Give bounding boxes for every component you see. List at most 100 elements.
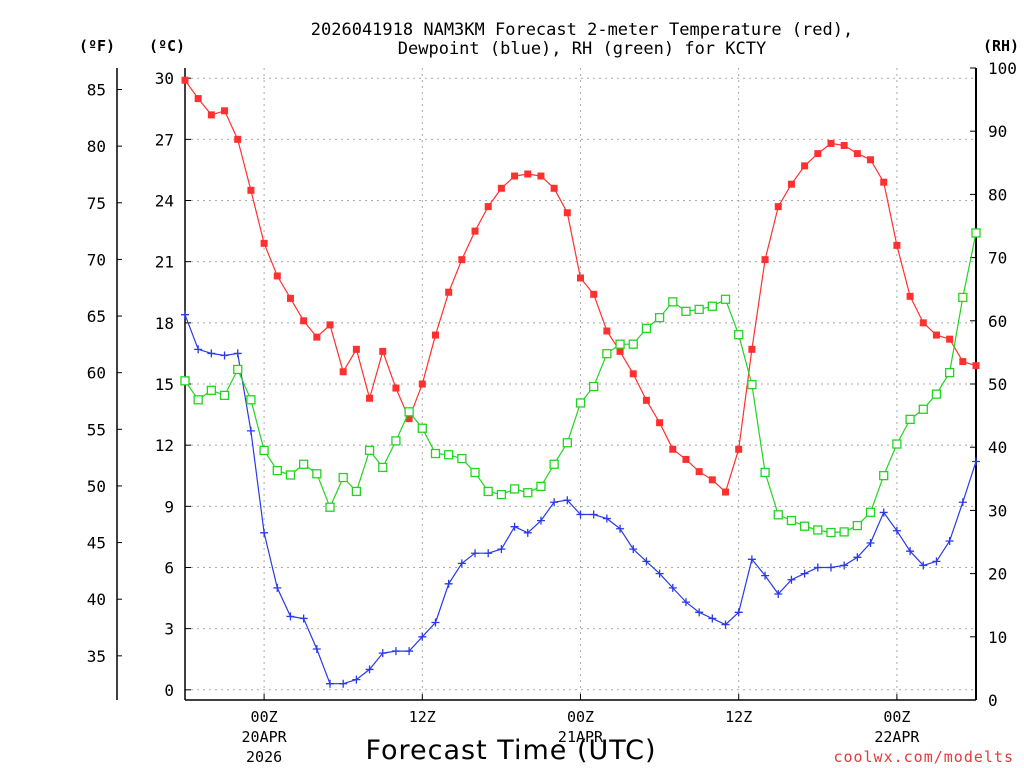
dewpoint-point bbox=[708, 614, 717, 623]
dewpoint-point bbox=[339, 679, 348, 688]
dewpoint-point bbox=[391, 647, 400, 656]
2-meter-temperature-point bbox=[247, 186, 255, 194]
2-meter-temperature-point bbox=[577, 274, 584, 282]
2-meter-temperature-point bbox=[260, 239, 268, 247]
dewpoint-point bbox=[431, 618, 440, 627]
rh-point bbox=[720, 294, 731, 304]
rh-point bbox=[747, 379, 757, 390]
2-meter-temperature-point bbox=[787, 180, 795, 188]
2-meter-temperature-point bbox=[906, 292, 914, 300]
dewpoint-point bbox=[972, 457, 980, 466]
2-meter-temperature-point bbox=[814, 150, 822, 158]
2-meter-temperature-point bbox=[801, 162, 809, 170]
dewpoint-point bbox=[233, 349, 242, 358]
dewpoint-point bbox=[273, 583, 282, 592]
2-meter-temperature-point bbox=[339, 368, 347, 376]
rh-point bbox=[905, 414, 915, 425]
rh-tick-label: 20 bbox=[988, 565, 1007, 584]
rh-point bbox=[444, 450, 454, 460]
2-meter-temperature-point bbox=[959, 358, 967, 366]
2-meter-temperature-point bbox=[972, 362, 980, 370]
rh-point bbox=[536, 481, 546, 492]
dewpoint-point bbox=[681, 598, 690, 607]
time-tick-date: 21APR bbox=[558, 728, 604, 746]
rh-tick-label: 50 bbox=[988, 375, 1007, 394]
2-meter-temperature-point bbox=[642, 396, 650, 404]
time-axis: 00Z 20APR 2026 12Z 00Z 21APR 12Z 00Z 22APR bbox=[242, 694, 920, 766]
celsius-tick-label: 24 bbox=[155, 192, 174, 211]
dewpoint-point bbox=[352, 675, 361, 684]
dewpoint-point bbox=[734, 608, 743, 617]
rh-point bbox=[509, 484, 520, 494]
dewpoint-point bbox=[286, 612, 295, 621]
rh-point bbox=[364, 445, 375, 456]
dewpoint-point bbox=[747, 555, 756, 564]
2-meter-temperature-point bbox=[537, 172, 545, 180]
fahrenheit-tick-label: 55 bbox=[87, 420, 106, 439]
dewpoint-point bbox=[761, 571, 770, 580]
rh-point bbox=[457, 453, 467, 464]
rh-point bbox=[879, 470, 889, 481]
2-meter-temperature-point bbox=[471, 227, 479, 235]
dewpoint-point bbox=[563, 496, 572, 505]
dewpoint-point bbox=[826, 563, 835, 572]
rh-point bbox=[285, 470, 296, 480]
dewpoint-point bbox=[932, 557, 941, 566]
rh-point bbox=[219, 390, 230, 401]
dewpoint-point bbox=[576, 510, 585, 519]
dewpoint-point bbox=[629, 545, 638, 554]
2-meter-temperature-series bbox=[181, 76, 980, 496]
rh-point bbox=[575, 398, 586, 408]
dewpoint-point bbox=[497, 545, 506, 554]
2-meter-temperature-point bbox=[524, 170, 532, 178]
chart-title-line1: 2026041918 NAM3KM Forecast 2-meter Tempe… bbox=[311, 20, 853, 40]
2-meter-temperature-point bbox=[735, 445, 743, 453]
2-meter-temperature-point bbox=[853, 150, 861, 158]
rh-point bbox=[404, 407, 414, 417]
dewpoint-point bbox=[312, 645, 321, 654]
dewpoint-point bbox=[471, 549, 480, 558]
fahrenheit-tick-label: 85 bbox=[87, 81, 106, 100]
grid-lines bbox=[185, 68, 976, 700]
fahrenheit-axis: 35 40 45 50 55 60 65 70 75 80 85 bbox=[87, 81, 122, 666]
rh-tick-label: 30 bbox=[988, 501, 1007, 520]
2-meter-temperature-point bbox=[932, 331, 940, 339]
dewpoint-point bbox=[721, 620, 730, 629]
time-tick-date: 20APR bbox=[242, 728, 288, 746]
dewpoint-point bbox=[418, 632, 427, 641]
fahrenheit-tick-label: 70 bbox=[87, 250, 106, 269]
rh-point bbox=[918, 404, 928, 414]
dewpoint-point bbox=[444, 579, 453, 588]
2-meter-temperature-point bbox=[194, 95, 202, 103]
dewpoint-point bbox=[813, 563, 822, 572]
2-meter-temperature-point bbox=[405, 415, 413, 423]
2-meter-temperature-point bbox=[919, 319, 927, 327]
2-meter-temperature-point bbox=[484, 203, 492, 211]
celsius-tick-label: 6 bbox=[164, 558, 174, 577]
dewpoint-point bbox=[246, 426, 255, 435]
2-meter-temperature-point bbox=[656, 419, 664, 427]
rh-point bbox=[786, 515, 797, 526]
dewpoint-point bbox=[405, 647, 414, 656]
time-tick-date: 22APR bbox=[874, 728, 920, 746]
rh-unit-label: (RH) bbox=[983, 37, 1019, 55]
2-meter-temperature-point bbox=[708, 476, 716, 484]
rh-tick-label: 40 bbox=[988, 438, 1007, 457]
celsius-tick-label: 3 bbox=[164, 620, 174, 639]
2-meter-temperature-point bbox=[418, 380, 426, 388]
2-meter-temperature-point bbox=[313, 333, 321, 341]
dewpoint-point bbox=[919, 561, 928, 570]
2-meter-temperature-point bbox=[445, 288, 453, 296]
rh-point bbox=[628, 339, 638, 349]
rh-point bbox=[391, 436, 401, 446]
2-meter-temperature-point bbox=[840, 141, 848, 149]
series-layer bbox=[180, 76, 981, 688]
dewpoint-point bbox=[602, 514, 611, 523]
rh-point bbox=[378, 462, 388, 473]
rh-point bbox=[852, 520, 862, 531]
rh-point bbox=[206, 385, 217, 395]
rh-point bbox=[641, 323, 652, 334]
dewpoint-point bbox=[181, 310, 189, 319]
fahrenheit-tick-label: 60 bbox=[87, 364, 106, 383]
celsius-tick-label: 15 bbox=[155, 375, 174, 394]
